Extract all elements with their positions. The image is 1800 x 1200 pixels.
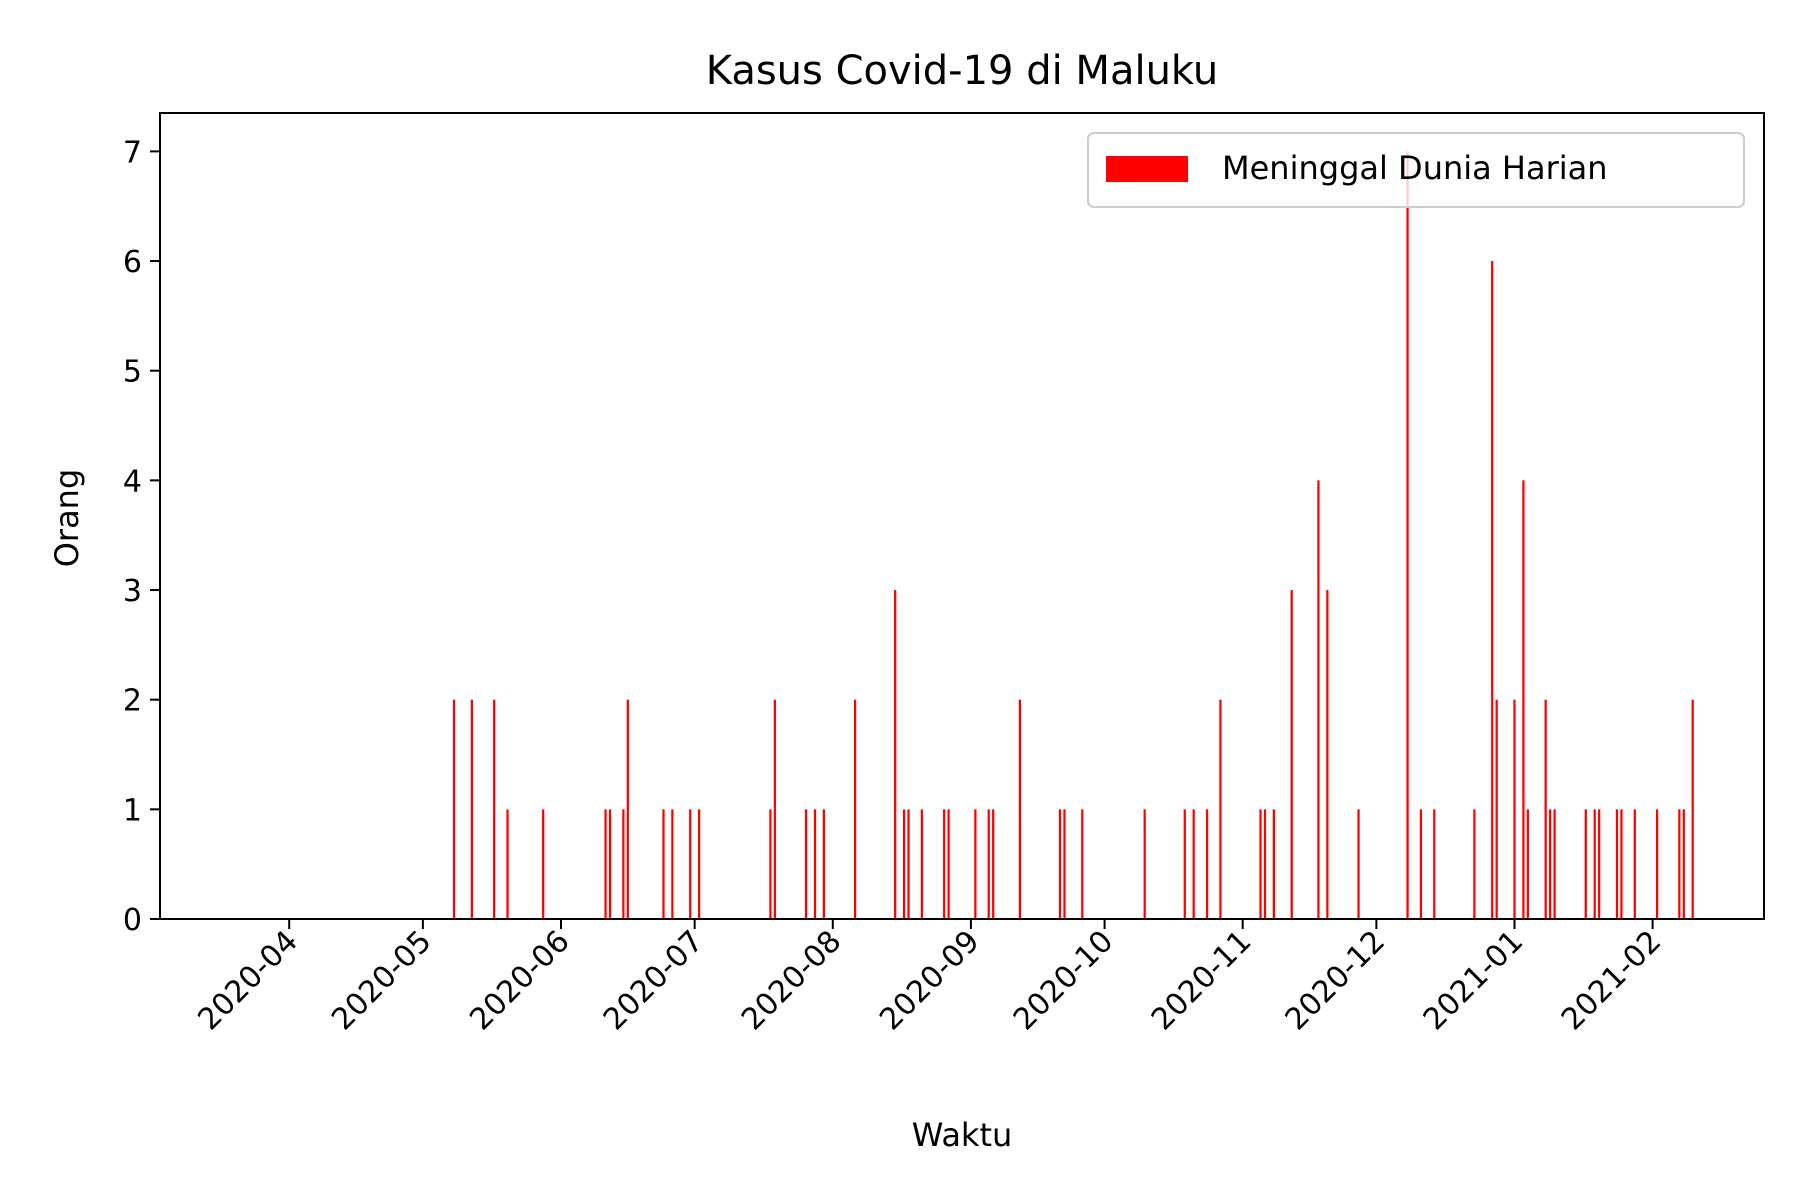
bars-group: [452, 151, 1694, 919]
bar: [822, 809, 825, 919]
y-axis: 0 1 2 3 4 5 6 7: [123, 135, 160, 938]
bar: [1205, 809, 1209, 919]
bar: [947, 809, 950, 919]
bar: [907, 809, 910, 919]
bar: [769, 809, 772, 919]
bar: [698, 809, 701, 919]
y-tick-label: 0: [123, 903, 142, 938]
bar: [626, 699, 629, 919]
bar: [1357, 809, 1360, 919]
bar: [853, 699, 857, 919]
bar: [1549, 809, 1552, 919]
bar: [1143, 809, 1146, 919]
y-axis-label: Orang: [48, 469, 86, 568]
bar: [452, 699, 456, 919]
bar: [1633, 809, 1636, 919]
legend: Meninggal Dunia Harian: [1087, 132, 1745, 208]
bar: [1522, 480, 1525, 919]
bar: [689, 809, 692, 919]
bar: [1655, 809, 1659, 919]
bar: [1192, 809, 1195, 919]
legend-swatch: [1106, 156, 1188, 182]
bar: [773, 699, 776, 919]
bar: [1473, 809, 1476, 919]
bar: [920, 809, 924, 919]
bar: [1491, 261, 1494, 919]
chart-title: Kasus Covid-19 di Maluku: [706, 48, 1218, 94]
bar: [1317, 480, 1320, 919]
bar: [493, 699, 496, 919]
bar: [943, 809, 946, 919]
bar: [1263, 809, 1267, 919]
x-axis-label: Waktu: [912, 1116, 1013, 1154]
bar: [1058, 809, 1062, 919]
bar: [1495, 699, 1498, 919]
bar: [542, 809, 545, 919]
bar: [1593, 809, 1596, 919]
bar: [1691, 699, 1694, 919]
bar: [992, 809, 995, 919]
y-tick-label: 6: [123, 245, 142, 280]
bar: [1553, 809, 1556, 919]
bar: [1063, 809, 1066, 919]
bar: [1598, 809, 1601, 919]
bar: [1615, 809, 1619, 919]
y-tick-label: 2: [123, 684, 142, 719]
bar: [1682, 809, 1685, 919]
bar: [813, 809, 817, 919]
bar: [1526, 809, 1529, 919]
y-tick-label: 7: [123, 135, 142, 170]
legend-label: Meninggal Dunia Harian: [1222, 149, 1608, 187]
bar: [622, 809, 625, 919]
bar: [1406, 151, 1409, 919]
bar: [1513, 699, 1516, 919]
bar: [1272, 809, 1276, 919]
bar: [662, 809, 665, 919]
bar: [1018, 699, 1022, 919]
bar: [604, 809, 607, 919]
y-tick-label: 5: [123, 355, 142, 390]
bar: [902, 809, 906, 919]
bar: [1620, 809, 1623, 919]
bar: [1219, 699, 1222, 919]
bar: [608, 809, 612, 919]
bar: [1081, 809, 1084, 919]
bar: [894, 590, 897, 919]
y-tick-label: 4: [123, 464, 142, 499]
bar: [506, 809, 509, 919]
bar: [1326, 590, 1329, 919]
bar: [671, 809, 674, 919]
y-tick-label: 3: [123, 574, 142, 609]
bar: [1678, 809, 1681, 919]
bar: [974, 809, 977, 919]
bar: [1259, 809, 1262, 919]
bar: [1183, 809, 1186, 919]
legend-box: [1087, 132, 1745, 208]
y-tick-label: 1: [123, 793, 142, 828]
bar: [1290, 590, 1293, 919]
bar: [1433, 809, 1436, 919]
bar: [1419, 809, 1423, 919]
bar: [1584, 809, 1587, 919]
bar: [470, 699, 474, 919]
bar: [1544, 699, 1547, 919]
bar: [987, 809, 990, 919]
bar: [804, 809, 808, 919]
plot-area-frame: [159, 112, 1765, 920]
